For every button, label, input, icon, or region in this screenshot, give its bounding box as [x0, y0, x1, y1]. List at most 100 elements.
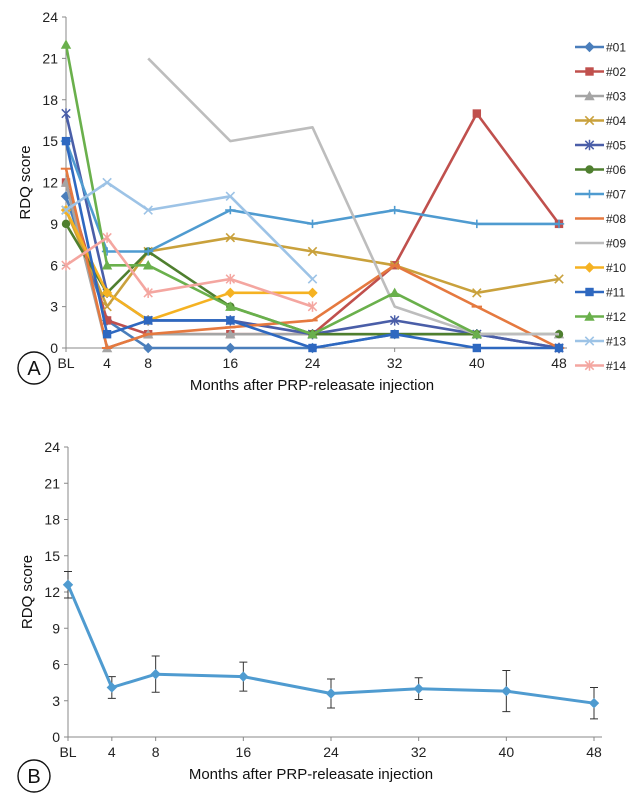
series-08-line	[60, 167, 565, 350]
mean-series	[62, 570, 600, 720]
series-07-point	[142, 247, 154, 256]
series-01-point	[225, 342, 236, 354]
series-02-point	[102, 316, 112, 325]
legend-entry: #12	[575, 310, 626, 324]
panel-a-y-tick-label: 3	[50, 299, 58, 315]
panel-b-x-tick-label: 8	[152, 744, 160, 760]
legend-label: #14	[606, 359, 626, 373]
series-07-point	[225, 205, 236, 215]
panel-a-y-tick-label: 12	[42, 175, 58, 191]
mean-point	[238, 671, 249, 682]
series-12-point	[471, 329, 483, 339]
series-12-point	[225, 301, 236, 311]
series-14-point	[102, 232, 112, 243]
panel-b-y-tick-label: 12	[44, 584, 60, 600]
series-14-point	[307, 301, 318, 312]
mean-point	[150, 668, 161, 680]
legend-entry: #14	[575, 359, 626, 373]
legend-label: #05	[606, 139, 626, 153]
mean-point	[62, 579, 74, 590]
panel-b-x-tick-label: BL	[59, 744, 76, 760]
series-13-point	[307, 274, 318, 284]
series-07-point	[553, 219, 565, 229]
panel-b-y-tick-label: 9	[52, 620, 60, 636]
panel-b-x-axis-label: Months after PRP-releasate injection	[189, 766, 433, 783]
legend-label: #04	[606, 114, 626, 128]
legend-entry: #05	[575, 139, 626, 153]
panel-a-x-tick-label: 16	[223, 355, 239, 371]
panel-a-x-tick-label: 32	[387, 355, 403, 371]
legend-entry: #01	[575, 41, 626, 55]
series-05-point	[61, 108, 71, 119]
legend-marker	[584, 336, 595, 346]
legend-label: #03	[606, 90, 626, 104]
series-01-path	[64, 195, 560, 350]
panel-a-y-tick-label: 15	[42, 133, 58, 149]
series-02-point	[472, 109, 482, 118]
mean-line	[66, 584, 595, 705]
series-05-path	[64, 113, 560, 350]
panel-b-y-axis-label: RDQ score	[19, 555, 36, 629]
panel-a-y-tick-label: 6	[50, 257, 58, 273]
legend-label: #01	[606, 41, 626, 55]
legend-marker	[584, 189, 595, 199]
panel-a-legend: #01 #02 #03 #04 #05 #06 #07 #08 #09 #10 #11 #12 #13 #…	[575, 41, 626, 373]
legend-label: #08	[606, 212, 626, 226]
panel-a-y-tick-label: 24	[42, 9, 58, 25]
panel-a-x-tick-label: 8	[144, 355, 152, 371]
series-12-point	[142, 260, 154, 270]
panel-a-x-tick-label: 24	[305, 355, 321, 371]
panel-a-x-axis-label: Months after PRP-releasate injection	[190, 377, 434, 394]
panel-a-y-axis-label: RDQ score	[17, 145, 34, 219]
legend-entry: #10	[575, 261, 626, 275]
legend-entry: #08	[575, 212, 626, 226]
panel-b-x-tick-label: 40	[499, 744, 515, 760]
panel-b-x-tick-label: 4	[108, 744, 116, 760]
panel-a-letter: A	[27, 358, 41, 380]
panel-b-y-tick-label: 24	[44, 439, 60, 455]
legend-marker	[584, 262, 595, 273]
legend-entry: #03	[575, 90, 626, 104]
series-13-point	[143, 205, 153, 215]
legend-marker	[584, 90, 595, 101]
legend-entry: #09	[575, 237, 626, 251]
legend-entry: #07	[575, 188, 626, 202]
panel-a-y-tick-label: 21	[42, 50, 58, 66]
panel-b-letter: B	[27, 766, 40, 788]
series-10-point	[307, 287, 318, 299]
legend-label: #06	[606, 163, 626, 177]
series-12-point	[307, 329, 318, 339]
legend-entry: #04	[575, 114, 626, 128]
legend-label: #11	[606, 286, 625, 300]
series-11-point	[390, 330, 399, 339]
series-04-point	[472, 288, 482, 298]
series-04-point	[102, 301, 112, 312]
series-12-path	[64, 44, 478, 336]
series-12-point	[60, 39, 72, 49]
legend-entry: #11	[575, 286, 625, 300]
panel-a-x-tick-label: 48	[551, 355, 567, 371]
series-11-point	[143, 316, 153, 325]
mean-point	[106, 682, 118, 693]
series-11-point	[102, 330, 112, 339]
series-11-point	[308, 343, 317, 353]
series-05-point	[389, 315, 400, 326]
series-11-point	[472, 343, 482, 353]
panel-b-badge: B	[17, 759, 51, 793]
legend-label: #02	[606, 65, 626, 79]
series-13-point	[61, 205, 71, 215]
panel-a-x-tick-label: BL	[57, 355, 74, 371]
legend-marker	[584, 311, 595, 321]
legend-label: #07	[606, 188, 626, 202]
panel-a-y-tick-label: 0	[50, 340, 58, 356]
mean-point	[325, 688, 337, 699]
series-14-point	[61, 260, 71, 271]
legend-marker	[584, 139, 595, 151]
series-04-point	[225, 232, 236, 243]
panel-b-x-tick-label: 32	[411, 744, 427, 760]
series-14-point	[143, 287, 153, 299]
legend-marker	[584, 360, 595, 371]
series-11-point	[61, 136, 71, 146]
panel-a-x-tick-label: 40	[469, 355, 485, 371]
